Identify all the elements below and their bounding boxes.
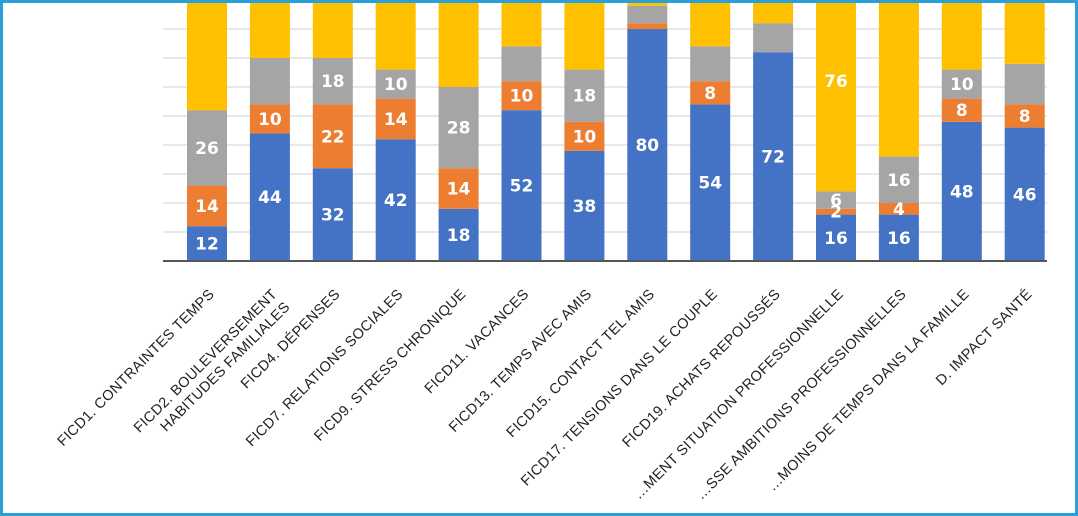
- data-label: 80: [635, 136, 659, 156]
- data-label: 10: [510, 87, 534, 107]
- bar-segment: [816, 214, 856, 261]
- bar-segment: [627, 29, 668, 261]
- bar-segment: [1004, 127, 1045, 261]
- data-label: 54: [698, 174, 722, 194]
- x-tick-label: …SSE AMBITIONS PROFESSIONNELLES: [693, 287, 910, 504]
- bars: [187, 3, 1045, 262]
- bar-segment: [375, 69, 416, 99]
- bar-segment: [878, 156, 919, 203]
- data-label: 76: [824, 72, 848, 92]
- bar-segment: [816, 3, 856, 192]
- bar-segment: [690, 3, 731, 47]
- data-label: 16: [887, 229, 911, 249]
- data-label: 14: [384, 110, 408, 130]
- bar-segment: [753, 52, 794, 262]
- bar-segment: [816, 191, 856, 209]
- data-label: 32: [321, 206, 345, 226]
- bar-segment: [627, 5, 668, 24]
- bar-segment: [375, 98, 416, 140]
- data-label: 46: [1013, 185, 1037, 205]
- bar-segment: [878, 214, 919, 261]
- bar-segment: [941, 69, 982, 99]
- data-label: 8: [704, 84, 716, 104]
- bar-segment: [501, 110, 542, 261]
- bar-segment: [312, 104, 353, 169]
- bar-segment: [690, 81, 731, 105]
- data-label: 52: [510, 177, 534, 197]
- bar-segment: [753, 23, 794, 53]
- data-label: 10: [573, 127, 597, 147]
- bar-segment: [438, 208, 479, 261]
- data-label: 12: [195, 235, 219, 255]
- bar-segment: [878, 203, 919, 215]
- bar-segment: [941, 3, 982, 70]
- bar-segment: [564, 3, 605, 70]
- bar-segment: [187, 185, 227, 227]
- bar-segment: [816, 208, 856, 215]
- bar-segment: [375, 139, 416, 261]
- bar-segment: [501, 46, 542, 82]
- data-label: 42: [384, 191, 408, 211]
- data-label: 18: [573, 87, 597, 107]
- data-label: 14: [447, 180, 471, 200]
- data-label: 18: [321, 72, 345, 92]
- bar-segment: [249, 104, 290, 134]
- x-tick-label: FICD11. VACANCES: [422, 287, 533, 398]
- bar-segment: [941, 121, 982, 261]
- bar-segment: [627, 3, 668, 6]
- data-label: 10: [950, 75, 974, 95]
- bar-segment: [690, 46, 731, 82]
- data-label: 16: [824, 229, 848, 249]
- bar-segment: [187, 110, 227, 186]
- bar-segment: [501, 81, 542, 111]
- data-label: 28: [447, 119, 471, 139]
- bar-segment: [249, 3, 290, 58]
- bar-segment: [501, 3, 542, 47]
- data-label: 8: [1019, 107, 1031, 127]
- stacked-bar-chart: 1214264410322218421410181428521038101880…: [55, 3, 1047, 503]
- data-label: 4: [893, 200, 905, 220]
- bar-segment: [1004, 104, 1045, 128]
- bar-segment: [690, 104, 731, 262]
- data-label: 48: [950, 182, 974, 202]
- bar-segment: [375, 3, 416, 70]
- bar-segment: [187, 3, 227, 111]
- bar-segment: [312, 3, 353, 58]
- bar-segment: [878, 3, 919, 157]
- data-label: 10: [258, 110, 282, 130]
- data-label: 14: [195, 197, 219, 217]
- bar-segment: [753, 3, 794, 24]
- data-label: 10: [384, 75, 408, 95]
- bar-segment: [941, 98, 982, 122]
- data-label: 16: [887, 171, 911, 191]
- bar-segment: [249, 133, 290, 261]
- data-label: 6: [830, 191, 842, 211]
- x-tick-label: …MENT SITUATION PROFESSIONNELLE: [630, 286, 846, 502]
- bar-segment: [1004, 3, 1045, 64]
- data-labels: 1214264410322218421410181428521038101880…: [195, 72, 1036, 254]
- data-label: 72: [761, 148, 785, 168]
- data-label: 8: [956, 101, 968, 121]
- bar-segment: [187, 226, 227, 261]
- data-label: 22: [321, 127, 345, 147]
- data-label: 26: [195, 139, 219, 159]
- data-label: 2: [830, 203, 842, 223]
- bar-segment: [249, 58, 290, 105]
- bar-segment: [564, 150, 605, 261]
- bar-segment: [312, 168, 353, 261]
- data-label: 38: [573, 197, 597, 217]
- gridlines: [163, 28, 1047, 262]
- bar-segment: [438, 87, 479, 169]
- bar-segment: [564, 69, 605, 122]
- bar-segment: [438, 3, 479, 87]
- bar-segment: [312, 58, 353, 105]
- bar-segment: [1004, 63, 1045, 105]
- bar-segment: [438, 168, 479, 209]
- data-label: 44: [258, 188, 282, 208]
- bar-segment: [627, 23, 668, 29]
- data-label: 18: [447, 226, 471, 246]
- bar-segment: [564, 121, 605, 151]
